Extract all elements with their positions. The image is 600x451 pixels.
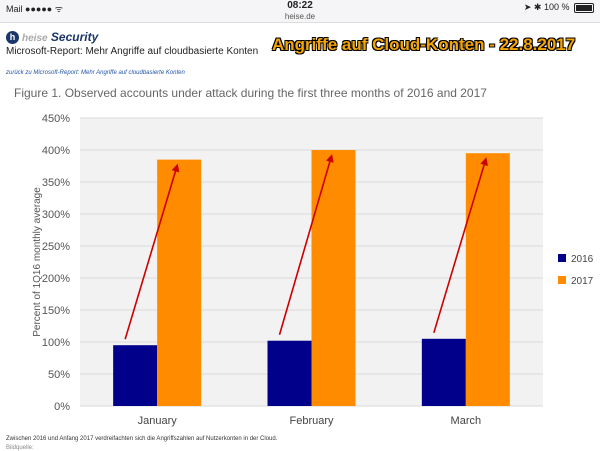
site-header: h heise Security Microsoft-Report: Mehr A…	[0, 24, 600, 60]
figure-title: Figure 1. Observed accounts under attack…	[14, 86, 487, 100]
battery-icon	[574, 2, 594, 13]
y-tick-label: 150%	[42, 305, 70, 317]
y-tick-label: 350%	[42, 177, 70, 189]
logo-word-security: Security	[50, 30, 99, 44]
bar-2016-february	[267, 340, 312, 406]
x-tick-label: January	[138, 415, 178, 427]
address-bar[interactable]: heise.de	[284, 12, 316, 21]
y-axis-label: Percent of 1Q16 monthly average	[32, 187, 43, 337]
bars	[113, 150, 510, 406]
image-source: Bildquelle:	[6, 445, 34, 451]
bar-2017-february	[311, 150, 356, 406]
heise-logo-icon: h	[6, 31, 19, 45]
back-link[interactable]: zurück zu Microsoft-Report: Mehr Angriff…	[6, 70, 185, 76]
legend-label-2017: 2017	[571, 276, 594, 287]
battery-percent: 100 %	[543, 2, 570, 12]
legend-swatch-2016	[558, 254, 566, 262]
status-right: ➤ ✱ 100 %	[524, 2, 594, 13]
y-tick-label: 50%	[48, 369, 70, 381]
y-tick-label: 100%	[42, 337, 70, 349]
arrow-march	[433, 157, 488, 334]
arrows	[124, 154, 488, 340]
y-tick-label: 400%	[42, 145, 70, 157]
logo-word-heise: heise	[22, 33, 48, 44]
location-icon: ➤	[523, 2, 532, 12]
bluetooth-icon: ✱	[533, 2, 542, 12]
wifi-icon: ᯤ	[54, 4, 63, 14]
figure-caption: Zwischen 2016 und Anfang 2017 verdreifac…	[6, 436, 278, 442]
status-center: 08:22 heise.de	[0, 0, 600, 21]
y-tick-label: 450%	[42, 113, 70, 125]
bar-2016-january	[113, 345, 158, 406]
status-bar: Mail ●●●●● ᯤ 08:22 heise.de ➤ ✱ 100 %	[0, 0, 600, 23]
signal-icon: ●●●●●	[25, 4, 53, 14]
x-tick-label: March	[451, 415, 482, 427]
legend-swatch-2017	[558, 276, 566, 284]
x-tick-label: February	[289, 415, 334, 427]
clock: 08:22	[287, 0, 313, 11]
bar-chart: 0% 50% 100% 150% 200% 250% 300% 350% 400% 450% Pe…	[32, 113, 594, 427]
y-tick-label: 250%	[42, 241, 70, 253]
bar-2017-january	[157, 159, 202, 406]
status-left: Mail ●●●●● ᯤ	[6, 2, 63, 15]
bar-2017-march	[465, 153, 510, 406]
legend: 2016 2017	[558, 254, 594, 287]
bar-2016-march	[421, 338, 466, 406]
arrow-january	[124, 163, 180, 340]
y-tick-label: 200%	[42, 273, 70, 285]
y-tick-label: 300%	[42, 209, 70, 221]
heise-security-logo[interactable]: h heise Security	[6, 30, 99, 45]
overlay-title: Angriffe auf Cloud-Konten - 22.8.2017	[272, 35, 576, 54]
arrow-february	[278, 154, 334, 335]
y-axis: 0% 50% 100% 150% 200% 250% 300% 350% 400% 450%	[42, 113, 70, 413]
legend-label-2016: 2016	[571, 254, 594, 265]
report-title: Microsoft-Report: Mehr Angriffe auf clou…	[6, 46, 259, 57]
y-tick-label: 0%	[54, 401, 70, 413]
x-axis: January February March	[138, 415, 482, 427]
back-to-app-label[interactable]: Mail	[6, 4, 23, 14]
